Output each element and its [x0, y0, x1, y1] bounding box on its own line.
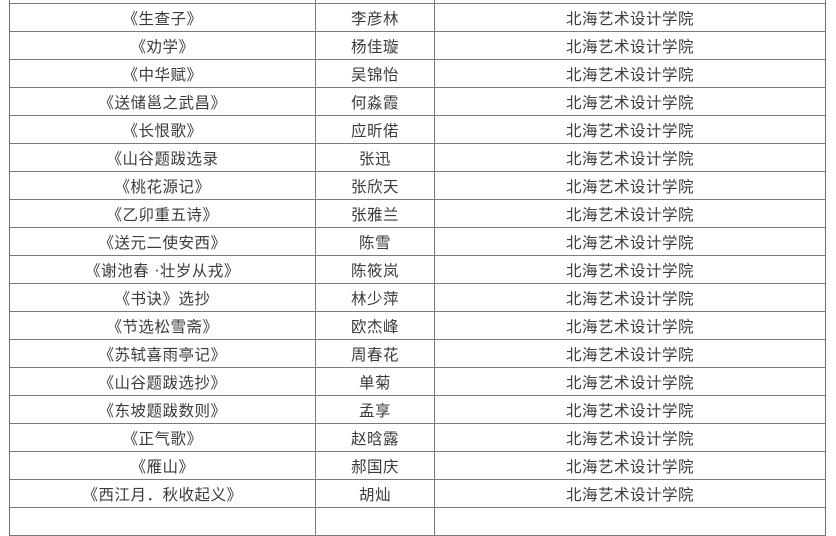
cell-work-title: 《中华赋》	[9, 59, 316, 88]
table-row: 《长恨歌》 应昕偌 北海艺术设计学院	[9, 115, 826, 144]
cell-institution: 北海艺术设计学院	[434, 311, 826, 340]
cell-work-title: 《劝学》	[9, 31, 316, 60]
cell-work-title: 《长恨歌》	[9, 115, 316, 144]
works-table: 《书法管见》李世一北海艺术设计学院《生查子》李彦林北海艺术设计学院《劝学》杨佳璇…	[9, 0, 826, 536]
cell-institution: 北海艺术设计学院	[434, 115, 826, 144]
table-row: 《桃花源记》 张欣天 北海艺术设计学院	[9, 171, 826, 200]
table-row: 《苏轼喜雨亭记》 周春花 北海艺术设计学院	[9, 339, 826, 368]
cell-institution: 北海艺术设计学院	[434, 59, 826, 88]
cell-work-title: 《送储邕之武昌》	[9, 87, 316, 116]
cell-work-title: 《节选松雪斋》	[9, 311, 316, 340]
cell-author-name: 李彦林	[315, 3, 435, 32]
cell-author-name: 单菊	[315, 367, 435, 396]
cell-author-name: 欧杰峰	[315, 311, 435, 340]
cell-work-title: 《生查子》	[9, 3, 316, 32]
cell-author-name	[315, 507, 435, 536]
cell-author-name: 应昕偌	[315, 115, 435, 144]
cell-institution: 北海艺术设计学院	[434, 31, 826, 60]
cell-author-name: 郝国庆	[315, 451, 435, 480]
table-row: 《节选松雪斋》 欧杰峰 北海艺术设计学院	[9, 311, 826, 340]
cell-work-title: 《雁山》	[9, 451, 316, 480]
cell-author-name: 胡灿	[315, 479, 435, 508]
cell-work-title: 《谢池春 ·壮岁从戎》	[9, 255, 316, 284]
cell-work-title: 《东坡题跋数则》	[9, 395, 316, 424]
cell-work-title: 《乙卯重五诗》	[9, 199, 316, 228]
cell-institution: 北海艺术设计学院	[434, 171, 826, 200]
cell-work-title: 《桃花源记》	[9, 171, 316, 200]
table-row: 《生查子》 李彦林 北海艺术设计学院	[9, 3, 826, 32]
cell-author-name: 孟享	[315, 395, 435, 424]
cell-work-title: 《西江月．秋收起义》	[9, 479, 316, 508]
table-row: 《送储邕之武昌》 何淼霞 北海艺术设计学院	[9, 87, 826, 116]
table-row: 《正气歌》 赵晗露 北海艺术设计学院	[9, 423, 826, 452]
cell-institution: 北海艺术设计学院	[434, 423, 826, 452]
cell-author-name: 张欣天	[315, 171, 435, 200]
cell-institution: 北海艺术设计学院	[434, 283, 826, 312]
table-row: 《乙卯重五诗》 张雅兰 北海艺术设计学院	[9, 199, 826, 228]
cell-author-name: 张迅	[315, 143, 435, 172]
table-row: 《书诀》选抄 林少萍 北海艺术设计学院	[9, 283, 826, 312]
cell-work-title: 《正气歌》	[9, 423, 316, 452]
works-table-container: 《书法管见》李世一北海艺术设计学院《生查子》李彦林北海艺术设计学院《劝学》杨佳璇…	[9, 0, 826, 536]
cell-institution: 北海艺术设计学院	[434, 87, 826, 116]
table-row: 《谢池春 ·壮岁从戎》 陈筱岚 北海艺术设计学院	[9, 255, 826, 284]
cell-institution: 北海艺术设计学院	[434, 255, 826, 284]
cell-author-name: 吴锦怡	[315, 59, 435, 88]
cell-work-title: 《苏轼喜雨亭记》	[9, 339, 316, 368]
cell-institution: 北海艺术设计学院	[434, 479, 826, 508]
table-row	[9, 507, 826, 536]
cell-work-title: 《山谷题跋选录	[9, 143, 316, 172]
cell-institution: 北海艺术设计学院	[434, 227, 826, 256]
table-row: 《山谷题跋选抄》 单菊 北海艺术设计学院	[9, 367, 826, 396]
cell-work-title: 《送元二使安西》	[9, 227, 316, 256]
cell-author-name: 杨佳璇	[315, 31, 435, 60]
cell-institution: 北海艺术设计学院	[434, 367, 826, 396]
cell-work-title: 《山谷题跋选抄》	[9, 367, 316, 396]
cell-institution: 北海艺术设计学院	[434, 339, 826, 368]
table-row: 《劝学》 杨佳璇 北海艺术设计学院	[9, 31, 826, 60]
cell-author-name: 周春花	[315, 339, 435, 368]
cell-institution: 北海艺术设计学院	[434, 451, 826, 480]
table-row: 《西江月．秋收起义》 胡灿 北海艺术设计学院	[9, 479, 826, 508]
table-row: 《中华赋》 吴锦怡 北海艺术设计学院	[9, 59, 826, 88]
cell-author-name: 林少萍	[315, 283, 435, 312]
cell-work-title	[9, 507, 316, 536]
table-row: 《山谷题跋选录 张迅 北海艺术设计学院	[9, 143, 826, 172]
cell-author-name: 张雅兰	[315, 199, 435, 228]
table-row: 《东坡题跋数则》 孟享 北海艺术设计学院	[9, 395, 826, 424]
works-table-body: 《书法管见》李世一北海艺术设计学院《生查子》李彦林北海艺术设计学院《劝学》杨佳璇…	[9, 0, 826, 536]
cell-author-name: 陈雪	[315, 227, 435, 256]
table-row: 《雁山》 郝国庆 北海艺术设计学院	[9, 451, 826, 480]
cell-author-name: 何淼霞	[315, 87, 435, 116]
cell-institution: 北海艺术设计学院	[434, 199, 826, 228]
cell-institution: 北海艺术设计学院	[434, 143, 826, 172]
cell-work-title: 《书诀》选抄	[9, 283, 316, 312]
cell-author-name: 赵晗露	[315, 423, 435, 452]
cell-institution: 北海艺术设计学院	[434, 395, 826, 424]
table-row: 《送元二使安西》 陈雪 北海艺术设计学院	[9, 227, 826, 256]
cell-author-name: 陈筱岚	[315, 255, 435, 284]
cell-institution	[434, 507, 826, 536]
cell-institution: 北海艺术设计学院	[434, 3, 826, 32]
